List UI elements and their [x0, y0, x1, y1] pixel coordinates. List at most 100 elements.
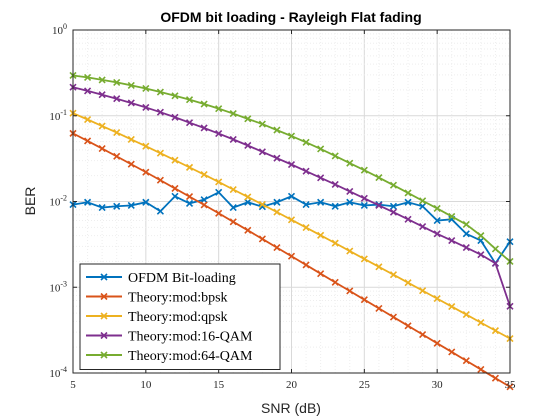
data-point [185, 119, 194, 127]
data-point [200, 196, 208, 204]
data-point [127, 81, 135, 89]
data-point [389, 208, 398, 216]
data-point [98, 91, 106, 99]
data-point [433, 295, 441, 303]
x-tick-label: 15 [213, 379, 225, 391]
y-tick-label: 10-2 [49, 194, 67, 209]
data-point [462, 357, 470, 365]
data-point [287, 252, 296, 260]
legend-marker [100, 292, 108, 301]
data-point [317, 174, 325, 182]
data-point [491, 327, 499, 335]
data-point [389, 181, 398, 189]
data-point [419, 197, 427, 205]
data-point [113, 95, 121, 103]
legend-marker [100, 312, 108, 320]
data-point [491, 374, 499, 382]
data-point [448, 348, 456, 356]
data-point [477, 232, 485, 240]
data-point [273, 126, 281, 134]
data-point [185, 96, 194, 104]
x-tick-label: 20 [286, 379, 298, 391]
data-point [229, 218, 237, 226]
data-point [215, 105, 223, 113]
x-tick-label: 30 [432, 379, 444, 391]
x-tick-label: 25 [359, 379, 371, 391]
data-point [360, 194, 368, 202]
data-point [200, 201, 208, 209]
data-point [317, 198, 325, 206]
y-tick-label: 10-4 [49, 365, 67, 380]
data-point [113, 78, 121, 86]
data-point [215, 129, 223, 138]
data-point [200, 100, 208, 108]
data-point [404, 279, 412, 287]
legend: OFDM Bit-loading Theory:mod:bpsk Theory:mo… [79, 263, 281, 370]
data-point [331, 278, 339, 286]
data-point [156, 149, 164, 157]
data-point [477, 251, 485, 259]
data-point [244, 193, 252, 201]
data-point [185, 163, 194, 171]
data-point [375, 201, 383, 209]
series-layer [69, 71, 514, 391]
data-point [142, 168, 150, 176]
data-point [462, 311, 470, 319]
data-point [142, 103, 150, 112]
data-point [360, 201, 368, 209]
series-1 [69, 129, 514, 391]
data-point [506, 383, 514, 391]
data-point [185, 199, 194, 207]
data-point [258, 235, 266, 243]
data-point [200, 124, 208, 132]
series-3 [69, 83, 514, 310]
data-point [258, 200, 266, 209]
legend-label: Theory:mod:qpsk [128, 310, 228, 325]
data-point [375, 263, 383, 271]
legend-marker [100, 351, 108, 359]
legend-marker [100, 273, 108, 281]
data-point [477, 319, 485, 327]
data-point [302, 201, 310, 209]
data-point [331, 239, 339, 247]
data-point [229, 110, 237, 118]
data-point [404, 322, 412, 330]
x-tick-label: 10 [140, 379, 152, 391]
data-point [98, 145, 106, 153]
legend-label: Theory:mod:64-QAM [128, 349, 253, 364]
data-point [127, 160, 135, 168]
legend-label: Theory:mod:16-QAM [128, 330, 253, 345]
data-point [404, 198, 412, 206]
data-point [317, 145, 325, 153]
y-tick-label: 10-1 [49, 108, 67, 123]
x-axis-label: SNR (dB) [261, 400, 321, 416]
data-point [375, 174, 383, 182]
data-point [287, 192, 296, 200]
legend-entry: Theory:mod:64-QAM [86, 349, 253, 364]
data-point [258, 148, 266, 156]
data-point [404, 189, 412, 197]
legend-entry: Theory:mod:16-QAM [86, 330, 253, 345]
data-point [302, 261, 310, 269]
data-point [331, 202, 339, 210]
data-point [171, 184, 179, 193]
data-point [448, 237, 456, 245]
data-point [127, 135, 135, 143]
legend-label: OFDM Bit-loading [128, 271, 236, 286]
data-point [433, 216, 441, 225]
data-point [215, 178, 223, 186]
legend-entry: Theory:mod:bpsk [86, 291, 228, 306]
series-0 [69, 188, 514, 267]
data-point [404, 215, 412, 223]
legend-entry: Theory:mod:qpsk [86, 310, 228, 325]
data-point [244, 198, 252, 206]
data-point [433, 230, 441, 238]
x-tick-label: 35 [505, 379, 517, 391]
data-point [273, 154, 281, 162]
data-point [113, 152, 121, 160]
data-point [156, 108, 164, 116]
data-point [156, 176, 164, 184]
data-point [200, 171, 208, 179]
data-point [244, 115, 252, 123]
data-point [317, 231, 325, 239]
